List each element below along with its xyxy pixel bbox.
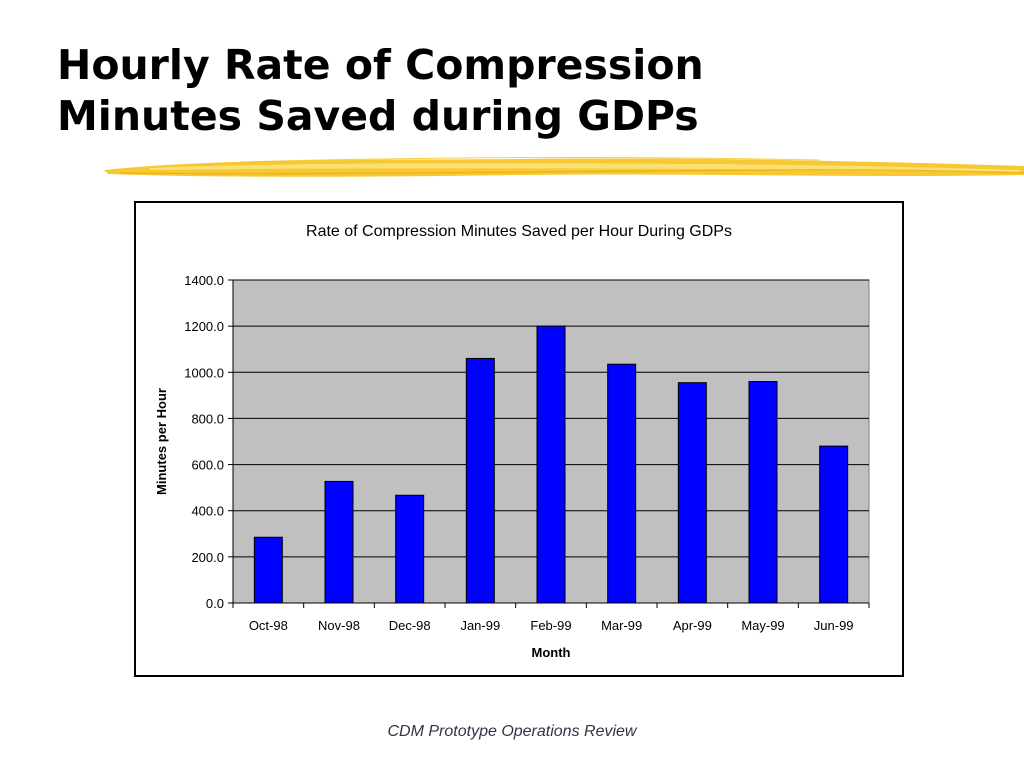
- y-tick-label: 1000.0: [184, 365, 224, 380]
- y-tick-label: 600.0: [191, 458, 224, 473]
- bar-chart: Rate of Compression Minutes Saved per Ho…: [154, 223, 870, 660]
- bar-mar-99: [607, 363, 637, 604]
- x-tick-label: Mar-99: [601, 618, 642, 633]
- x-tick-label: Jun-99: [814, 618, 854, 633]
- bar-jun-99: [819, 445, 849, 604]
- bar-nov-98: [324, 480, 354, 604]
- y-tick-label: 1200.0: [184, 319, 224, 334]
- x-tick-label: Apr-99: [673, 618, 712, 633]
- slide-title: Hourly Rate of Compression Minutes Saved…: [57, 40, 704, 142]
- bar-may-99: [748, 381, 778, 604]
- x-axis-title: Month: [532, 645, 571, 660]
- y-axis-title: Minutes per Hour: [154, 388, 169, 495]
- x-tick-label: Dec-98: [389, 618, 431, 633]
- y-tick-label: 1400.0: [184, 273, 224, 288]
- y-tick-label: 0.0: [206, 596, 224, 611]
- bar-oct-98: [253, 536, 283, 604]
- footer-text: CDM Prototype Operations Review: [387, 723, 637, 740]
- x-tick-label: Feb-99: [530, 618, 571, 633]
- x-tick-label: Jan-99: [460, 618, 500, 633]
- bar-jan-99: [465, 357, 495, 604]
- x-tick-label: Oct-98: [249, 618, 288, 633]
- chart-title: Rate of Compression Minutes Saved per Ho…: [306, 223, 732, 240]
- highlighter-stroke-decoration: [104, 157, 1024, 177]
- y-tick-label: 800.0: [191, 411, 224, 426]
- y-tick-label: 400.0: [191, 504, 224, 519]
- bar-apr-99: [677, 382, 707, 604]
- slide-title-line-1: Hourly Rate of Compression: [57, 41, 704, 89]
- x-tick-label: Nov-98: [318, 618, 360, 633]
- bar-feb-99: [536, 325, 566, 604]
- chart-frame: Rate of Compression Minutes Saved per Ho…: [134, 201, 904, 677]
- y-tick-label: 200.0: [191, 550, 224, 565]
- x-tick-label: May-99: [741, 618, 784, 633]
- bar-dec-98: [395, 494, 425, 604]
- slide-title-line-2: Minutes Saved during GDPs: [57, 92, 699, 140]
